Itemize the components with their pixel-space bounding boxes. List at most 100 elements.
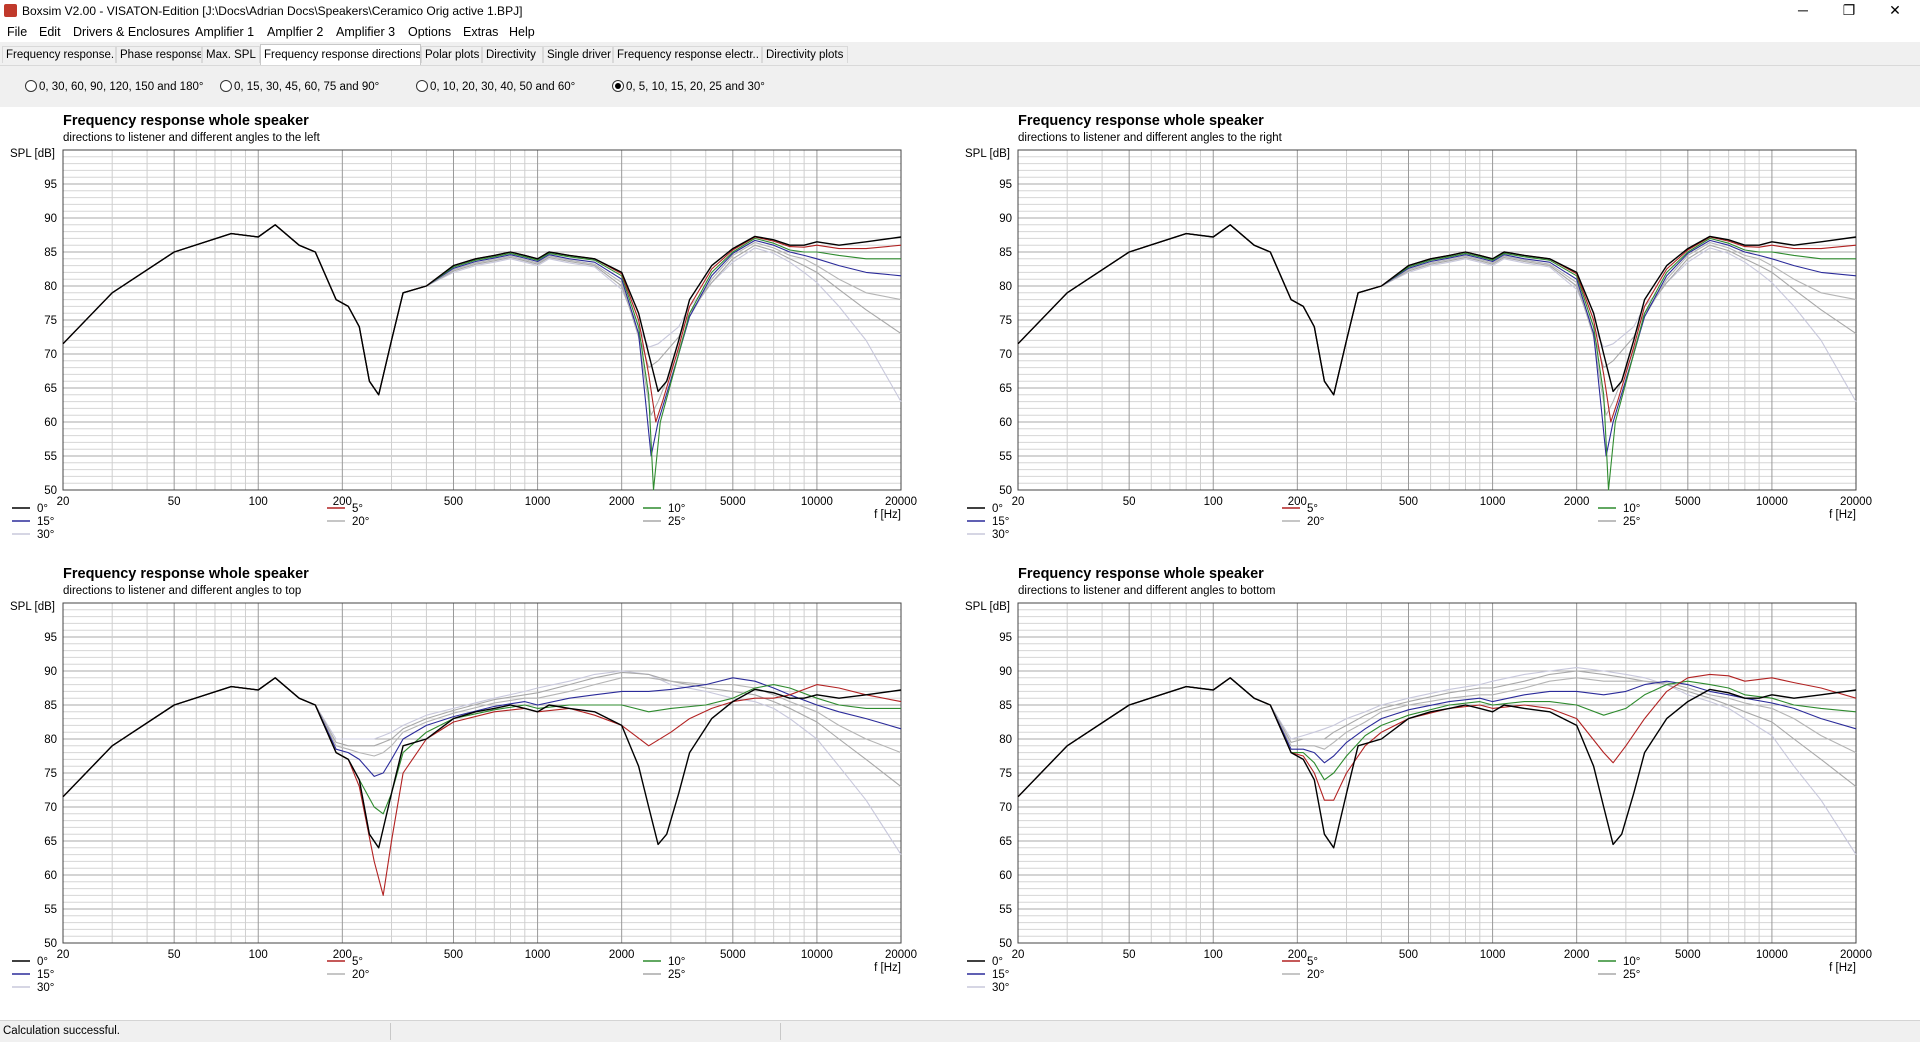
y-axis-label: SPL [dB]: [965, 148, 1010, 160]
series-line: [62, 677, 902, 798]
y-tick-label: 75: [44, 768, 57, 780]
x-tick-label: 5000: [720, 949, 746, 961]
x-tick-label: 10000: [801, 496, 833, 508]
legend-label: 25°: [1623, 516, 1640, 528]
menu-drivers-enclosures[interactable]: Drivers & Enclosures: [73, 25, 190, 39]
tab-frequency-response-electrical[interactable]: Frequency response electr..: [613, 46, 762, 63]
x-tick-label: 5000: [720, 496, 746, 508]
x-tick-label: 200: [1288, 949, 1307, 961]
status-text: Calculation successful.: [3, 1025, 120, 1037]
x-tick-label: 100: [249, 949, 268, 961]
radio-selected-icon: [612, 80, 624, 92]
plot-frame: [62, 602, 902, 944]
tab-single-driver[interactable]: Single driver: [543, 46, 613, 63]
maximize-button[interactable]: ❐: [1842, 2, 1856, 18]
angle-option-0-30[interactable]: 0, 5, 10, 15, 20, 25 and 30°: [612, 80, 765, 93]
chart-area: Frequency response whole speaker directio…: [0, 107, 1920, 1020]
y-tick-label: 55: [44, 451, 57, 463]
y-tick-label: 50: [44, 485, 57, 497]
tab-frequency-response[interactable]: Frequency response.: [2, 46, 116, 63]
legend-label: 30°: [992, 529, 1009, 541]
x-tick-label: 200: [333, 496, 352, 508]
legend-label: 0°: [37, 503, 48, 515]
y-tick-label: 80: [999, 281, 1012, 293]
tab-directivity-plots[interactable]: Directivity plots: [762, 46, 848, 63]
chart-title: Frequency response whole speaker: [63, 566, 309, 582]
radio-icon: [25, 80, 37, 92]
chart-subtitle: directions to listener and different ang…: [63, 585, 301, 597]
series-line: [1017, 224, 1857, 396]
status-separator: [780, 1023, 781, 1040]
menu-bar: File Edit Drivers & Enclosures Amplifier…: [0, 22, 1920, 42]
tab-frequency-response-directions[interactable]: Frequency response directions: [260, 44, 421, 65]
tab-max-spl[interactable]: Max. SPL: [202, 46, 260, 63]
close-button[interactable]: ✕: [1889, 2, 1901, 18]
legend-label: 20°: [352, 969, 369, 981]
menu-amplifier-2[interactable]: Amplfier 2: [267, 25, 324, 39]
legend-label: 10°: [668, 503, 685, 515]
angle-option-0-90[interactable]: 0, 15, 30, 45, 60, 75 and 90°: [220, 80, 379, 93]
y-tick-label: 50: [999, 485, 1012, 497]
y-tick-label: 50: [999, 938, 1012, 950]
x-tick-label: 20: [57, 496, 70, 508]
legend-label: 5°: [352, 956, 363, 968]
y-tick-label: 65: [44, 836, 57, 848]
x-tick-label: 500: [444, 949, 463, 961]
menu-extras[interactable]: Extras: [463, 25, 499, 39]
legend-label: 30°: [992, 982, 1009, 994]
menu-file[interactable]: File: [7, 25, 28, 39]
x-tick-label: 20000: [1840, 949, 1872, 961]
x-tick-label: 1000: [525, 496, 551, 508]
y-tick-label: 90: [999, 666, 1012, 678]
x-tick-label: 100: [249, 496, 268, 508]
title-bar: Boxsim V2.00 - VISATON-Edition [J:\Docs\…: [0, 0, 1920, 22]
x-tick-label: 10000: [1756, 496, 1788, 508]
minimize-button[interactable]: ─: [1798, 2, 1808, 18]
legend-label: 15°: [37, 516, 54, 528]
menu-edit[interactable]: Edit: [39, 25, 61, 39]
legend-label: 10°: [1623, 956, 1640, 968]
window-title: Boxsim V2.00 - VISATON-Edition [J:\Docs\…: [22, 4, 523, 18]
menu-amplifier-3[interactable]: Amplifier 3: [336, 25, 396, 39]
angle-option-0-60[interactable]: 0, 10, 20, 30, 40, 50 and 60°: [416, 80, 575, 93]
y-tick-label: 75: [999, 315, 1012, 327]
series-line: [62, 677, 902, 849]
y-tick-label: 70: [44, 802, 57, 814]
legend-label: 0°: [992, 956, 1003, 968]
legend-label: 10°: [1623, 503, 1640, 515]
x-tick-label: 2000: [1564, 949, 1590, 961]
tab-phase-response[interactable]: Phase response: [116, 46, 202, 63]
menu-amplifier-1[interactable]: Amplifier 1: [195, 25, 255, 39]
chart-title: Frequency response whole speaker: [1018, 566, 1264, 582]
x-tick-label: 5000: [1675, 949, 1701, 961]
angle-option-0-180[interactable]: 0, 30, 60, 90, 120, 150 and 180°: [25, 80, 203, 93]
x-tick-label: 20: [57, 949, 70, 961]
chart-panel: Frequency response whole speaker directio…: [10, 566, 917, 994]
y-tick-label: 85: [44, 700, 57, 712]
x-tick-label: 100: [1204, 496, 1223, 508]
legend-label: 25°: [1623, 969, 1640, 981]
x-tick-label: 2000: [609, 496, 635, 508]
x-tick-label: 10000: [1756, 949, 1788, 961]
y-tick-label: 70: [999, 802, 1012, 814]
y-tick-label: 90: [44, 213, 57, 225]
menu-options[interactable]: Options: [408, 25, 452, 39]
chart-subtitle: directions to listener and different ang…: [63, 132, 321, 144]
legend-label: 5°: [352, 503, 363, 515]
y-tick-label: 95: [44, 179, 57, 191]
x-tick-label: 50: [168, 949, 181, 961]
legend-label: 20°: [1307, 516, 1324, 528]
plot-frame: [62, 149, 902, 491]
y-tick-label: 95: [44, 632, 57, 644]
legend-label: 30°: [37, 529, 54, 541]
legend-label: 5°: [1307, 956, 1318, 968]
y-tick-label: 70: [44, 349, 57, 361]
legend-label: 15°: [992, 516, 1009, 528]
radio-icon: [416, 80, 428, 92]
tab-polar-plots[interactable]: Polar plots: [421, 46, 482, 63]
x-tick-label: 5000: [1675, 496, 1701, 508]
y-tick-label: 85: [999, 247, 1012, 259]
legend-label: 15°: [37, 969, 54, 981]
menu-help[interactable]: Help: [509, 25, 535, 39]
tab-directivity[interactable]: Directivity: [482, 46, 543, 63]
